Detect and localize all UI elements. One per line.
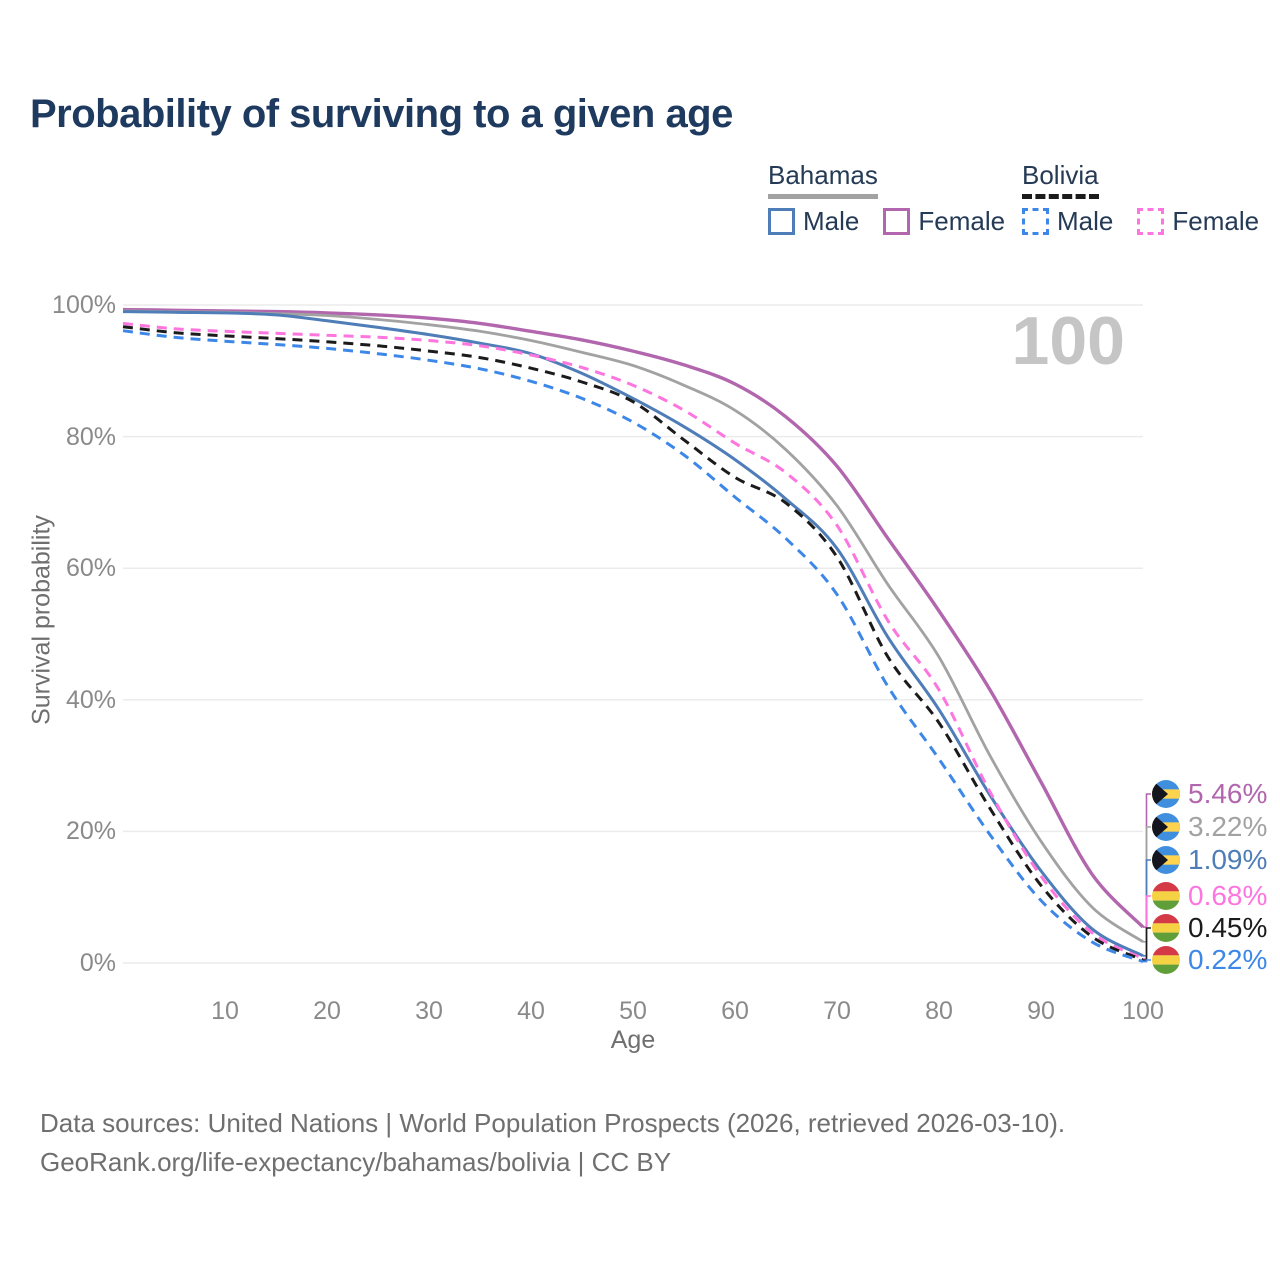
x-tick-label: 60	[721, 997, 749, 1025]
legend-item-label: Male	[803, 206, 860, 236]
x-tick-label: 50	[619, 997, 647, 1025]
series-bahamas-both[interactable]	[122, 309, 1144, 943]
series-bahamas-female[interactable]	[122, 307, 1145, 929]
x-tick-label: 30	[415, 997, 443, 1025]
end-connector	[1143, 959, 1151, 963]
attribution-line: GeoRank.org/life-expectancy/bahamas/boli…	[40, 1147, 672, 1177]
end-value-label: 0.22%	[1188, 944, 1268, 975]
flag-bahamas-icon	[1152, 813, 1180, 841]
legend-item-label: Male	[1057, 206, 1114, 236]
end-value-label: 3.22%	[1188, 811, 1268, 842]
page-title: Probability of surviving to a given age	[30, 92, 733, 136]
x-tick-label: 20	[313, 997, 341, 1025]
legend-group-bahamas: Bahamas Male Female	[768, 160, 1005, 237]
end-label-bahamas-female: 5.46%	[1152, 778, 1267, 810]
end-label-bolivia-female: 0.68%	[1152, 880, 1267, 912]
series-lines	[122, 307, 1145, 964]
y-tick-label: 100%	[52, 291, 116, 319]
x-axis-title: Age	[610, 1026, 656, 1054]
legend-country-bolivia[interactable]: Bolivia	[1022, 160, 1099, 199]
flag-bolivia-icon	[1152, 882, 1180, 910]
x-tick-label: 10	[211, 997, 239, 1025]
end-connector	[1143, 927, 1151, 961]
line-swatch-icon	[883, 208, 911, 235]
line-swatch-icon	[768, 208, 795, 235]
end-label-connectors	[1143, 793, 1151, 963]
end-value-label: 0.45%	[1188, 912, 1268, 943]
legend-item-bolivia-female[interactable]: Female	[1137, 206, 1259, 237]
flag-bahamas-icon	[1152, 780, 1180, 808]
legend-item-bahamas-male[interactable]: Male	[768, 206, 859, 237]
legend-country-bahamas[interactable]: Bahamas	[768, 160, 878, 199]
legend-item-bahamas-female[interactable]: Female	[883, 206, 1005, 237]
series-bolivia-both[interactable]	[122, 325, 1144, 962]
y-tick-label: 60%	[65, 554, 116, 583]
series-bolivia-male[interactable]	[122, 329, 1144, 964]
end-value-label: 1.09%	[1188, 844, 1268, 875]
data-sources-line: Data sources: United Nations | World Pop…	[40, 1108, 1066, 1138]
x-tick-label: 80	[925, 997, 953, 1025]
end-label-bolivia-male: 0.22%	[1152, 944, 1267, 976]
flag-bolivia-icon	[1152, 914, 1180, 942]
legend-item-label: Female	[918, 206, 1006, 236]
age-indicator-watermark: 100	[1012, 303, 1125, 379]
series-bahamas-male[interactable]	[122, 310, 1144, 958]
end-label-bolivia-both: 0.45%	[1152, 912, 1267, 944]
y-tick-label: 80%	[65, 422, 116, 451]
x-tick-label: 70	[823, 997, 851, 1025]
x-tick-label: 40	[517, 997, 545, 1025]
end-label-bahamas-male: 1.09%	[1152, 844, 1267, 876]
y-tick-label: 40%	[65, 685, 116, 714]
gridlines	[123, 304, 1143, 964]
end-label-bahamas-both: 3.22%	[1152, 811, 1267, 843]
legend-group-bolivia: Bolivia Male Female	[1022, 160, 1259, 237]
line-swatch-icon	[1137, 208, 1165, 235]
legend-item-label: Female	[1172, 206, 1260, 236]
end-value-label: 0.68%	[1188, 880, 1268, 911]
series-bolivia-female[interactable]	[122, 321, 1144, 960]
y-tick-label: 20%	[65, 817, 116, 846]
end-value-label: 5.46%	[1188, 778, 1268, 809]
flag-bolivia-icon	[1152, 946, 1180, 974]
y-tick-label: 0%	[79, 949, 116, 977]
x-tick-label: 90	[1027, 997, 1055, 1025]
x-tick-label: 100	[1122, 997, 1164, 1025]
legend-item-bolivia-male[interactable]: Male	[1022, 206, 1113, 237]
flag-bahamas-icon	[1152, 846, 1180, 874]
line-swatch-icon	[1022, 208, 1049, 235]
